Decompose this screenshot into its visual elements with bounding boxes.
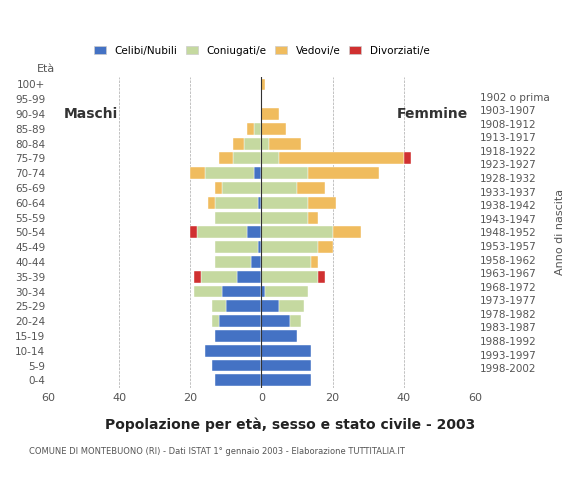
Text: Femmine: Femmine xyxy=(397,107,468,121)
Bar xyxy=(262,79,265,90)
Bar xyxy=(208,197,215,209)
Bar xyxy=(205,345,262,357)
Bar xyxy=(307,168,379,179)
Bar xyxy=(190,168,205,179)
Bar xyxy=(233,138,244,150)
Bar xyxy=(262,330,297,342)
Bar xyxy=(222,286,262,298)
Bar xyxy=(247,227,262,238)
Bar xyxy=(212,300,226,312)
Text: Età: Età xyxy=(37,64,56,74)
Bar xyxy=(212,315,219,327)
Y-axis label: Anno di nascita: Anno di nascita xyxy=(555,189,565,276)
Bar xyxy=(215,241,258,253)
Bar xyxy=(262,300,279,312)
Bar xyxy=(262,315,290,327)
Bar xyxy=(279,153,404,164)
Bar xyxy=(226,300,262,312)
Bar xyxy=(201,271,237,283)
Legend: Celibi/Nubili, Coniugati/e, Vedovi/e, Divorziati/e: Celibi/Nubili, Coniugati/e, Vedovi/e, Di… xyxy=(89,42,433,60)
Bar xyxy=(244,138,262,150)
Bar xyxy=(205,168,254,179)
Bar xyxy=(190,227,197,238)
Bar xyxy=(262,227,332,238)
Bar xyxy=(269,138,300,150)
Bar xyxy=(297,182,325,194)
Bar xyxy=(332,227,361,238)
Bar xyxy=(262,168,307,179)
Bar xyxy=(254,168,262,179)
Bar xyxy=(307,197,336,209)
Bar xyxy=(262,182,297,194)
Text: Popolazione per età, sesso e stato civile - 2003: Popolazione per età, sesso e stato civil… xyxy=(105,418,475,432)
Bar xyxy=(237,271,262,283)
Bar xyxy=(258,197,262,209)
Bar xyxy=(212,360,262,372)
Bar xyxy=(215,197,258,209)
Text: COMUNE DI MONTEBUONO (RI) - Dati ISTAT 1° gennaio 2003 - Elaborazione TUTTITALIA: COMUNE DI MONTEBUONO (RI) - Dati ISTAT 1… xyxy=(29,446,405,456)
Bar xyxy=(262,241,318,253)
Bar xyxy=(254,123,262,135)
Bar xyxy=(262,360,311,372)
Bar xyxy=(194,271,201,283)
Bar xyxy=(311,256,318,268)
Bar xyxy=(290,315,300,327)
Bar xyxy=(318,241,332,253)
Bar xyxy=(215,212,262,224)
Bar xyxy=(219,315,262,327)
Bar xyxy=(247,123,254,135)
Bar xyxy=(233,153,262,164)
Bar xyxy=(194,286,222,298)
Bar xyxy=(215,330,262,342)
Bar xyxy=(251,256,262,268)
Bar xyxy=(215,182,222,194)
Bar xyxy=(404,153,411,164)
Bar xyxy=(215,256,251,268)
Bar xyxy=(279,300,304,312)
Bar xyxy=(262,138,269,150)
Text: Maschi: Maschi xyxy=(64,107,118,121)
Bar xyxy=(265,286,307,298)
Bar xyxy=(197,227,247,238)
Bar xyxy=(262,256,311,268)
Bar xyxy=(262,345,311,357)
Bar xyxy=(262,271,318,283)
Bar xyxy=(262,212,307,224)
Bar xyxy=(262,197,307,209)
Bar xyxy=(219,153,233,164)
Bar xyxy=(222,182,262,194)
Bar xyxy=(262,286,265,298)
Bar xyxy=(307,212,318,224)
Bar xyxy=(262,153,279,164)
Bar xyxy=(262,374,311,386)
Bar xyxy=(258,241,262,253)
Bar xyxy=(262,123,287,135)
Bar xyxy=(318,271,325,283)
Bar xyxy=(262,108,279,120)
Bar xyxy=(215,374,262,386)
